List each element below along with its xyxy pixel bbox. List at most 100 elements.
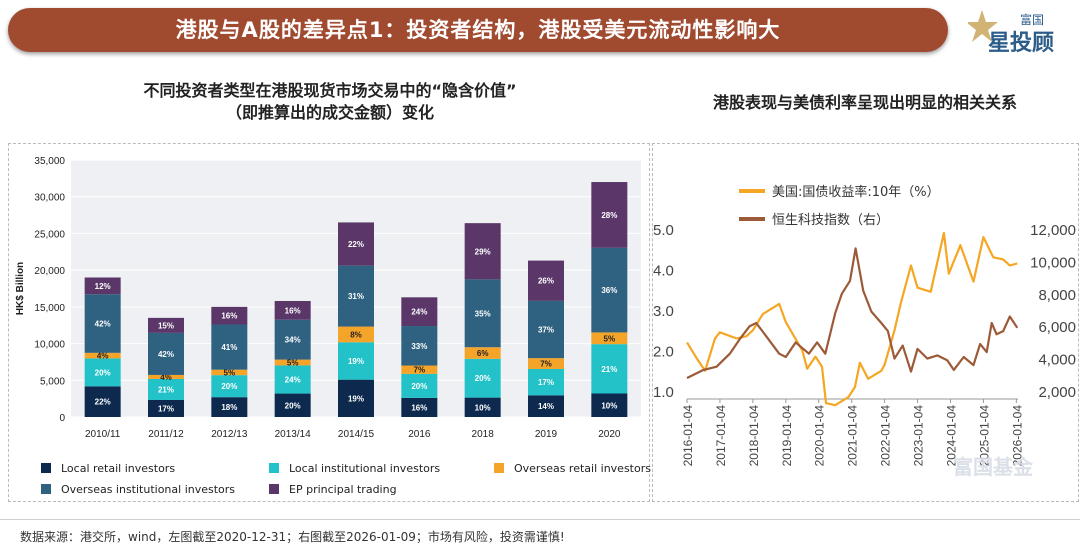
bar-segment [464, 223, 501, 280]
data-label: 20% [411, 382, 427, 391]
watermark: 富国基金 [953, 455, 1034, 479]
bar-segment [464, 347, 501, 359]
data-label: 22% [348, 240, 364, 249]
bar-segment [148, 378, 184, 400]
data-label: 29% [475, 247, 491, 256]
x-tick-label: 2026-01-04 [1010, 405, 1024, 467]
legend-item-local-retail: Local retail investors [41, 462, 175, 475]
page-title: 港股与A股的差异点1：投资者结构，港股受美元流动性影响大 [175, 18, 781, 42]
bar-segment [274, 365, 311, 394]
data-label: 10% [601, 401, 617, 410]
data-label: 17% [538, 378, 554, 387]
x-tick-label: 2014/15 [338, 429, 375, 440]
series-line-us10y [686, 231, 1018, 407]
data-label: 26% [538, 277, 554, 286]
legend-swatch [41, 484, 51, 494]
y-tick-label: 15,000 [34, 303, 65, 314]
data-label: 42% [95, 320, 111, 329]
bar-segment [274, 359, 311, 366]
data-label: 17% [158, 404, 174, 413]
data-label: 12% [95, 282, 111, 291]
left-y-tick-label: 2.0 [653, 344, 674, 361]
bar-segment [591, 393, 628, 417]
data-label: 35% [475, 309, 491, 318]
legend-label-hstech: 恒生科技指数（右） [772, 213, 889, 228]
bar-segment [148, 317, 184, 333]
data-label: 20% [475, 374, 491, 383]
y-tick-label: 0 [59, 413, 65, 424]
x-tick-label: 2013/14 [275, 429, 312, 440]
bar-segment [338, 326, 374, 343]
x-tick-label: 2012/13 [211, 429, 248, 440]
logo-top-text: 富国 [1020, 12, 1044, 27]
bar-segment [274, 300, 311, 320]
right-y-tick-label: 8,000 [1038, 287, 1076, 304]
y-tick-label: 30,000 [34, 193, 65, 204]
bar-segment [84, 386, 121, 417]
bar-segment [148, 399, 184, 417]
bar-segment [84, 294, 121, 353]
data-label: 20% [95, 368, 111, 377]
legend-item-local-institutional: Local institutional investors [269, 462, 440, 475]
data-label: 19% [348, 394, 364, 403]
data-label: 24% [411, 308, 427, 317]
x-tick-label: 2020-01-04 [813, 405, 827, 467]
legend-swatch [269, 463, 279, 473]
left-y-tick-label: 5.0 [653, 222, 674, 239]
right-y-tick-label: 12,000 [1030, 222, 1076, 239]
right-chart-title: 港股表现与美债利率呈现出明显的相关关系 [712, 93, 1017, 112]
bar-segment [464, 358, 501, 398]
data-label: 5% [224, 368, 236, 377]
bar-segment [464, 279, 501, 348]
bar-segment [84, 277, 121, 295]
right-y-tick-label: 2,000 [1038, 384, 1076, 401]
stacked-bar-chart: 0 5,000 10,000 15,000 20,000 25,000 30,000 35,0… [15, 156, 641, 440]
data-label: 10% [475, 403, 491, 412]
bar-segment [211, 375, 248, 398]
data-label: 36% [601, 286, 617, 295]
x-tick-label: 2018 [472, 429, 495, 440]
bar-segment [401, 397, 438, 417]
brand-logo: 富国 星投顾 [968, 10, 1054, 56]
bar-segment [591, 332, 628, 345]
data-label: 7% [414, 366, 426, 375]
bar-segment [528, 368, 564, 396]
bar-segment [84, 352, 121, 359]
data-label: 28% [601, 211, 617, 220]
data-label: 4% [160, 373, 172, 382]
data-label: 33% [411, 342, 427, 351]
data-label: 16% [411, 403, 427, 412]
data-label: 15% [158, 321, 174, 330]
bar-segment [338, 379, 374, 417]
right-y-tick-label: 10,000 [1030, 254, 1076, 271]
left-y-tick-label: 4.0 [653, 263, 674, 280]
bar-segment [148, 374, 184, 379]
footer-note: 数据来源：港交所，wind，左图截至2020-12-31；右图截至2026-01… [20, 530, 565, 544]
bar-segment [148, 332, 184, 375]
star-icon [968, 10, 998, 42]
legend-swatch [494, 463, 504, 473]
data-label: 16% [285, 306, 301, 315]
bar-segment [528, 395, 564, 417]
x-tick-label: 2025-01-04 [977, 405, 991, 467]
x-tick-label: 2018-01-04 [747, 405, 761, 467]
bar-segment [211, 397, 248, 417]
legend-label: Overseas retail investors [514, 462, 651, 475]
x-tick-label: 2011/12 [148, 429, 184, 440]
y-tick-label: 20,000 [34, 266, 65, 277]
y-tick-label: 10,000 [34, 340, 65, 351]
data-label: 16% [221, 312, 237, 321]
data-label: 20% [285, 401, 301, 410]
data-label: 4% [97, 352, 109, 361]
bar-segment [464, 397, 501, 417]
left-y-tick-label: 1.0 [653, 384, 674, 401]
data-label: 6% [477, 349, 489, 358]
bar-segment [211, 306, 248, 325]
data-label: 22% [95, 398, 111, 407]
legend-label: Overseas institutional investors [61, 483, 236, 496]
title-banner: 港股与A股的差异点1：投资者结构，港股受美元流动性影响大 [8, 8, 948, 52]
logo-main-text: 星投顾 [988, 31, 1054, 56]
bar-segment [591, 247, 628, 333]
data-label: 20% [221, 382, 237, 391]
y-axis-label: HK$ Billion [15, 262, 26, 315]
